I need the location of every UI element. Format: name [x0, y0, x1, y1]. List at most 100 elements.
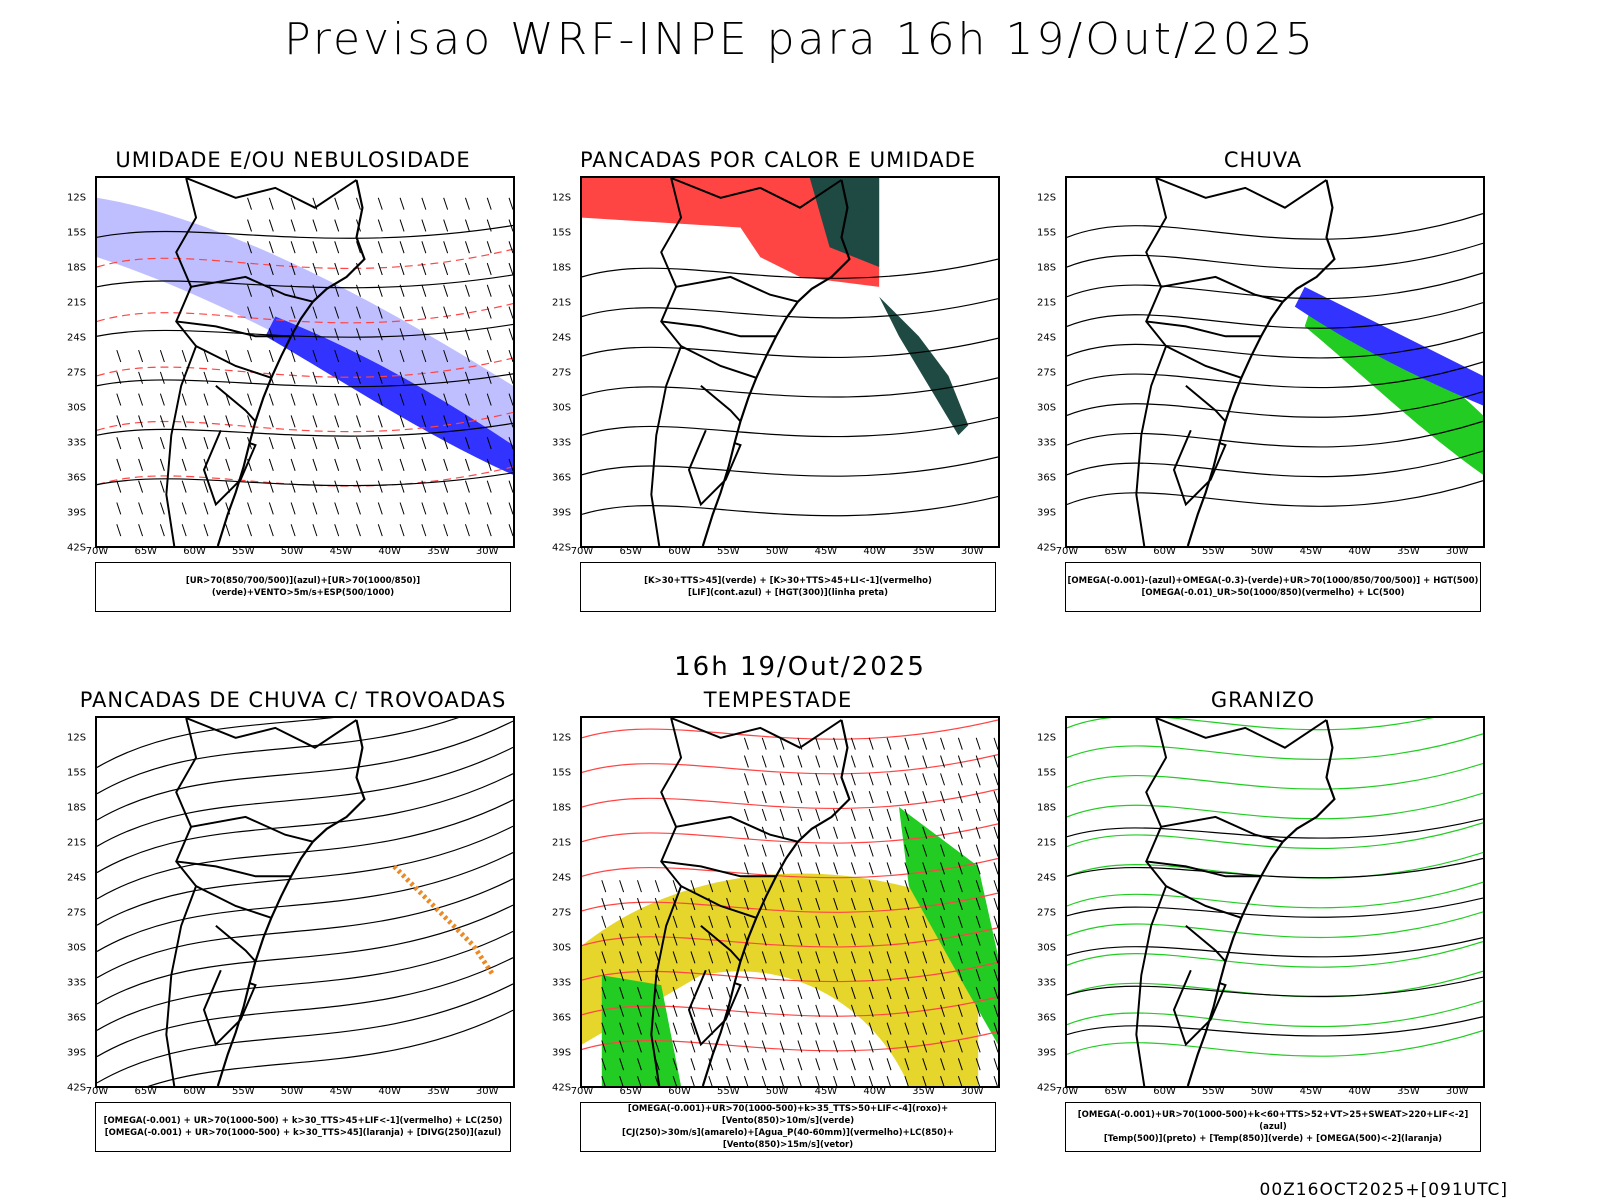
lat-tick-label: 21S — [67, 297, 87, 309]
lon-tick-label: 35W — [1397, 546, 1420, 557]
lat-tick-label: 18S — [1037, 802, 1057, 814]
lon-tick-label: 55W — [717, 1086, 740, 1097]
lat-tick-label: 24S — [67, 872, 87, 884]
lat-tick-label: 39S — [1037, 1047, 1057, 1059]
lat-tick-label: 15S — [67, 227, 87, 239]
lat-tick-label: 27S — [552, 367, 572, 379]
panel-legend: [OMEGA(-0.001)+UR>70(1000-500)+k>35_TTS>… — [580, 1102, 996, 1152]
lat-tick-label: 30S — [1037, 402, 1057, 414]
lon-tick-label: 60W — [668, 1086, 691, 1097]
lat-tick-label: 42S — [552, 1082, 572, 1094]
lat-tick-label: 42S — [1037, 1082, 1057, 1094]
lat-tick-label: 33S — [552, 437, 572, 449]
legend-line: [CJ(250)>30m/s](amarelo)+[Agua_P(40-60mm… — [621, 1128, 955, 1150]
lat-tick-label: 12S — [67, 192, 87, 204]
lat-tick-label: 36S — [552, 1012, 572, 1024]
map-heat-showers — [580, 176, 1000, 548]
lon-tick-label: 40W — [1348, 546, 1371, 557]
lat-tick-label: 24S — [67, 332, 87, 344]
panel-legend: [OMEGA(-0.001) + UR>70(1000-500) + k>30_… — [95, 1102, 511, 1152]
lat-tick-label: 15S — [552, 227, 572, 239]
panel-legend: [OMEGA(-0.001)+UR>70(1000-500)+k<60+TTS>… — [1065, 1102, 1481, 1152]
panel-legend: [OMEGA(-0.001)-(azul)+OMEGA(-0.3)-(verde… — [1065, 562, 1481, 612]
legend-line: [Temp(500)](preto) + [Temp(850)](verde) … — [1103, 1134, 1443, 1144]
lat-tick-label: 30S — [67, 942, 87, 954]
lat-tick-label: 30S — [67, 402, 87, 414]
lon-tick-label: 45W — [1299, 546, 1323, 557]
lon-tick-label: 70W — [1055, 546, 1079, 557]
forecast-time-label: 16h 19/Out/2025 — [674, 652, 926, 682]
lat-tick-label: 42S — [1037, 542, 1057, 554]
lon-tick-label: 35W — [912, 546, 935, 557]
lat-tick-label: 15S — [1037, 227, 1057, 239]
legend-line: [K>30+TTS>45](verde) + [K>30+TTS>45+LI<-… — [644, 576, 932, 586]
lon-tick-label: 65W — [134, 546, 158, 557]
main-title: Previsao WRF-INPE para 16h 19/Out/2025 — [284, 14, 1316, 65]
panel-thunderstorms: PANCADAS DE CHUVA C/ TROVOADAS 12S 15S 18S… — [67, 688, 515, 1168]
panel-title: UMIDADE E/OU NEBULOSIDADE — [115, 148, 471, 172]
run-info: 00Z16OCT2025+[091UTC] — [1259, 1180, 1508, 1200]
lat-tick-label: 15S — [552, 767, 572, 779]
map-hail — [1065, 716, 1485, 1088]
lon-tick-label: 50W — [765, 1086, 789, 1097]
lon-tick-label: 35W — [427, 546, 450, 557]
lon-tick-label: 40W — [1348, 1086, 1371, 1097]
legend-line: [OMEGA(-0.001)+UR>70(1000-500)+k<60+TTS>… — [1077, 1110, 1469, 1132]
lon-tick-label: 55W — [717, 546, 740, 557]
lon-tick-label: 60W — [668, 546, 691, 557]
lon-tick-label: 70W — [1055, 1086, 1079, 1097]
lat-tick-label: 39S — [67, 1047, 87, 1059]
lat-tick-label: 27S — [552, 907, 572, 919]
panel-legend: [UR>70(850/700/500)](azul)+[UR>70(1000/8… — [95, 562, 511, 612]
lat-tick-label: 18S — [67, 262, 87, 274]
lat-tick-label: 24S — [552, 872, 572, 884]
lat-tick-label: 39S — [1037, 507, 1057, 519]
lon-tick-label: 30W — [475, 1086, 499, 1097]
lon-tick-label: 50W — [1250, 1086, 1274, 1097]
lat-tick-label: 39S — [67, 507, 87, 519]
lon-tick-label: 45W — [329, 546, 353, 557]
lat-tick-label: 27S — [1037, 367, 1057, 379]
panel-hail: GRANIZO 12S 15S 18S 21S 24S 27S 30S 33S 36S 39S 42… — [1037, 688, 1485, 1168]
lat-tick-label: 21S — [552, 837, 572, 849]
lat-tick-label: 30S — [552, 942, 572, 954]
lat-tick-label: 21S — [552, 297, 572, 309]
lat-tick-label: 33S — [1037, 977, 1057, 989]
lat-tick-label: 36S — [67, 472, 87, 484]
lat-tick-label: 42S — [67, 542, 87, 554]
lon-tick-label: 70W — [85, 546, 109, 557]
panel-title: CHUVA — [1223, 148, 1303, 172]
lon-tick-label: 50W — [765, 546, 789, 557]
lat-tick-label: 30S — [1037, 942, 1057, 954]
lat-tick-label: 24S — [552, 332, 572, 344]
lon-tick-label: 50W — [280, 1086, 304, 1097]
lat-tick-label: 36S — [1037, 1012, 1057, 1024]
lat-tick-label: 12S — [1037, 732, 1057, 744]
lon-tick-label: 65W — [619, 1086, 643, 1097]
lon-tick-label: 70W — [570, 546, 594, 557]
legend-line: [OMEGA(-0.001)-(azul)+OMEGA(-0.3)-(verde… — [1067, 576, 1479, 586]
lon-tick-label: 60W — [1153, 546, 1176, 557]
lon-tick-label: 35W — [427, 1086, 450, 1097]
lon-tick-label: 30W — [1445, 546, 1469, 557]
panel-storm: TEMPESTADE 12S 15S 18S 21S 24S 27S 30S 33S 36S 39… — [552, 688, 1000, 1168]
lat-tick-label: 12S — [1037, 192, 1057, 204]
lat-tick-label: 12S — [67, 732, 87, 744]
lon-tick-label: 65W — [619, 546, 643, 557]
lat-tick-label: 12S — [552, 732, 572, 744]
lon-tick-label: 60W — [183, 546, 206, 557]
lon-tick-label: 55W — [1202, 546, 1225, 557]
lat-tick-label: 39S — [552, 507, 572, 519]
panel-title: PANCADAS DE CHUVA C/ TROVOADAS — [79, 688, 507, 712]
lon-tick-label: 65W — [1104, 1086, 1128, 1097]
lon-tick-label: 60W — [1153, 1086, 1176, 1097]
lon-tick-label: 30W — [960, 546, 984, 557]
lat-tick-label: 33S — [67, 977, 87, 989]
lat-tick-label: 36S — [67, 1012, 87, 1024]
lon-tick-label: 70W — [85, 1086, 109, 1097]
lat-tick-label: 21S — [67, 837, 87, 849]
panel-rain: CHUVA 12S 15S 18S 21S 24S 27S 30S 33S 36S 39S 42S 7… — [1037, 148, 1485, 628]
lon-tick-label: 30W — [475, 546, 499, 557]
lon-tick-label: 40W — [863, 546, 886, 557]
lat-tick-label: 18S — [1037, 262, 1057, 274]
